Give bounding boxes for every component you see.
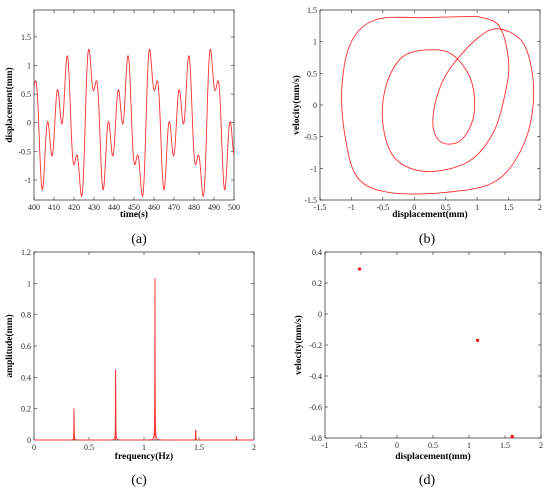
y-tick-label: 1 xyxy=(27,62,31,71)
y-tick-label: -1.5 xyxy=(304,196,317,205)
x-axis-label-c: frequency(Hz) xyxy=(115,451,173,462)
y-tick-label: -0.6 xyxy=(309,403,322,412)
poincare-point xyxy=(510,434,514,439)
x-tick-label: -1 xyxy=(348,203,355,212)
y-tick-label: -1 xyxy=(24,176,31,185)
panel-b: -1.5 -1 -0.5 0 0.5 1 1.5 2 -1.5 -1 -0.5 0 0.5 1 1.5 di… xyxy=(291,6,542,247)
x-tick-label: 0.5 xyxy=(441,203,451,212)
axis-ticks-b: -1.5 -1 -0.5 0 0.5 1 1.5 2 -1.5 -1 -0.5 0 0.5 1 1.5 xyxy=(304,6,542,212)
series-c xyxy=(34,278,254,441)
y-tick-label: 0 xyxy=(313,101,317,110)
axis-ticks-c: 0 0.5 1 1.5 2 0 0.2 0.4 0.6 0.8 1 1.2 xyxy=(21,248,256,452)
x-tick-label: 1 xyxy=(475,203,479,212)
panel-a: 400 410 420 430 440 450 460 470 480 490 500 -1 -0.5 0… xyxy=(4,9,240,247)
plot-frame-d xyxy=(324,251,542,439)
y-tick-label: 0.6 xyxy=(21,342,31,351)
caption-a: (a) xyxy=(131,232,147,247)
y-tick-label: 1 xyxy=(27,279,31,288)
x-tick-label: 0 xyxy=(32,443,36,452)
y-tick-label: -1 xyxy=(310,164,317,173)
x-tick-label: 480 xyxy=(188,203,200,212)
panel-d: -1 -0.5 0 0.5 1 1.5 2 -0.8 -0.6 -0.4 -0.2 0 0.2 0.4 d… xyxy=(293,248,543,488)
caption-c: (c) xyxy=(131,473,147,488)
x-tick-label: 430 xyxy=(88,203,100,212)
x-tick-label: -0.5 xyxy=(355,441,368,450)
y-tick-label: 0 xyxy=(318,310,322,319)
y-tick-label: -0.5 xyxy=(18,147,31,156)
x-tick-label: 0.5 xyxy=(84,443,94,452)
y-tick-label: -0.5 xyxy=(304,133,317,142)
plot-frame-c xyxy=(33,251,255,441)
x-tick-label: 470 xyxy=(168,203,180,212)
y-tick-label: 0.8 xyxy=(21,311,31,320)
x-tick-label: 460 xyxy=(148,203,160,212)
x-tick-label: 1 xyxy=(142,443,146,452)
x-axis-label-d: displacement(mm) xyxy=(395,451,470,462)
y-axis-label-a: displacement(mm) xyxy=(4,67,15,142)
x-axis-label-b: displacement(mm) xyxy=(392,209,467,220)
y-tick-label: 1 xyxy=(313,38,317,47)
x-tick-label: 450 xyxy=(128,203,140,212)
x-tick-label: 0 xyxy=(412,203,416,212)
y-tick-label: 0.5 xyxy=(307,69,317,78)
poincare-point xyxy=(357,267,362,271)
x-tick-label: 2 xyxy=(539,441,543,450)
x-tick-label: 0 xyxy=(395,441,399,450)
x-axis-label-a: time(s) xyxy=(120,209,148,220)
y-tick-label: 1.2 xyxy=(21,248,31,257)
y-tick-label: -0.2 xyxy=(309,341,322,350)
x-tick-label: 1.5 xyxy=(500,441,510,450)
y-tick-label: 0.5 xyxy=(21,90,31,99)
y-tick-label: 1.5 xyxy=(307,6,317,15)
panel-c: 0 0.5 1 1.5 2 0 0.2 0.4 0.6 0.8 1 1.2 frequency(Hz)… xyxy=(4,248,256,488)
y-axis-label-c: amplitude(mm) xyxy=(4,314,15,377)
y-tick-label: 1.5 xyxy=(21,33,31,42)
x-tick-label: 2 xyxy=(252,443,256,452)
y-tick-label: 0.4 xyxy=(312,248,322,257)
x-tick-label: 1 xyxy=(467,441,471,450)
x-tick-label: 420 xyxy=(68,203,80,212)
x-tick-label: 410 xyxy=(48,203,60,212)
y-tick-label: -0.4 xyxy=(309,372,322,381)
amplitude-spectrum xyxy=(34,278,254,441)
series-b xyxy=(341,15,535,195)
phase-trajectory xyxy=(341,15,535,195)
axis-ticks-a: 400 410 420 430 440 450 460 470 480 490 500 -1 -0.5 0… xyxy=(18,10,240,212)
x-tick-label: 440 xyxy=(108,203,120,212)
x-tick-label: 500 xyxy=(228,203,240,212)
y-tick-label: 0.2 xyxy=(312,279,322,288)
poincare-point xyxy=(476,338,480,342)
x-tick-label: 0.5 xyxy=(428,441,438,450)
x-tick-label: -0.5 xyxy=(377,203,390,212)
y-tick-label: 0 xyxy=(27,436,31,445)
caption-b: (b) xyxy=(419,232,436,247)
axis-ticks-d: -1 -0.5 0 0.5 1 1.5 2 -0.8 -0.6 -0.4 -0.2 0 0.2 0.4 xyxy=(309,248,543,450)
x-tick-label: 1.5 xyxy=(504,203,514,212)
x-tick-label: 490 xyxy=(208,203,220,212)
series-line-displacement xyxy=(34,48,234,197)
y-tick-label: 0.4 xyxy=(21,373,31,382)
x-tick-label: 1.5 xyxy=(194,443,204,452)
series-d xyxy=(357,267,514,439)
y-axis-label-d: velocity(mm/s) xyxy=(293,315,304,375)
y-tick-label: -0.8 xyxy=(309,434,322,443)
x-tick-label: -1.5 xyxy=(314,203,327,212)
y-tick-label: 0 xyxy=(27,119,31,128)
x-tick-label: 2 xyxy=(538,203,542,212)
x-tick-label: -1 xyxy=(322,441,329,450)
y-axis-label-b: velocity(mm/s) xyxy=(291,75,302,135)
y-tick-label: 0.2 xyxy=(21,405,31,414)
x-tick-label: 400 xyxy=(28,203,40,212)
caption-d: (d) xyxy=(419,473,436,488)
series-a xyxy=(34,48,234,197)
